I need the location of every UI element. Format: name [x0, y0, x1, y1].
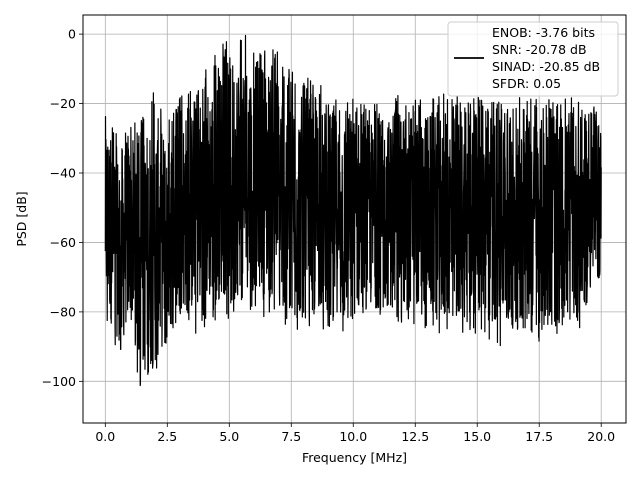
- y-tick-label: 0: [68, 27, 76, 42]
- x-tick-label: 7.5: [281, 429, 301, 444]
- x-axis-label: Frequency [MHz]: [302, 450, 407, 465]
- x-tick-label: 15.0: [463, 429, 491, 444]
- y-tick-label: −80: [50, 304, 76, 319]
- x-tick-label: 10.0: [339, 429, 367, 444]
- axes-frame: [82, 14, 627, 424]
- x-tick-label: 17.5: [525, 429, 553, 444]
- psd-series-line: [104, 34, 602, 387]
- x-tick-label: 20.0: [587, 429, 615, 444]
- legend-entry-enob: ENOB: -3.76 bits: [492, 25, 595, 40]
- legend-entry-sfdr: SFDR: 0.05: [492, 76, 561, 91]
- x-tick-label: 12.5: [401, 429, 429, 444]
- y-tick-label: −20: [50, 96, 76, 111]
- axis-ticks: 0.0 2.5 5.0 7.5 10.0 12.5 15.0 17.5 20.0 0 −20 −40 −…: [42, 27, 616, 444]
- y-tick-label: −40: [50, 165, 76, 180]
- y-axis-label: PSD [dB]: [14, 191, 29, 246]
- y-tick-label: −100: [42, 374, 76, 389]
- legend-entry-snr: SNR: -20.78 dB: [492, 42, 587, 57]
- x-tick-label: 5.0: [219, 429, 239, 444]
- legend: ENOB: -3.76 bits SNR: -20.78 dB SINAD: -…: [447, 21, 619, 97]
- x-tick-label: 2.5: [157, 429, 177, 444]
- legend-box: [447, 21, 619, 97]
- legend-entry-sinad: SINAD: -20.85 dB: [492, 59, 600, 74]
- x-tick-label: 0.0: [95, 429, 115, 444]
- plot-area: [104, 34, 602, 387]
- y-tick-label: −60: [50, 235, 76, 250]
